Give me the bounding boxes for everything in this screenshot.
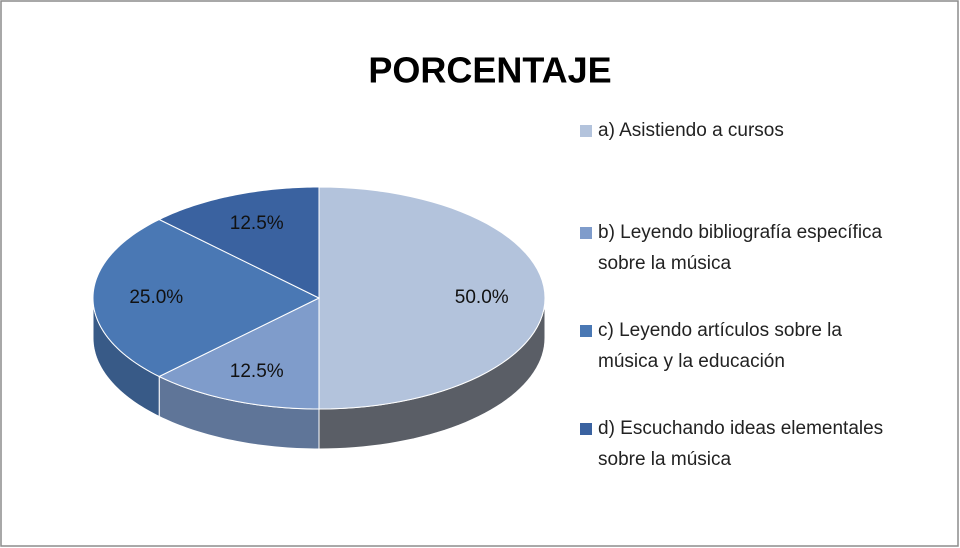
slice xyxy=(318,186,546,410)
data-label: 12.5% xyxy=(230,213,284,234)
legend-item: b) Leyendo bibliografía específica sobre… xyxy=(580,217,900,279)
legend-swatch xyxy=(580,325,592,337)
slice xyxy=(92,218,321,378)
legend-swatch xyxy=(580,125,592,137)
legend-item: d) Escuchando ideas elementales sobre la… xyxy=(580,413,900,475)
legend-item: c) Leyendo artículos sobre la música y l… xyxy=(580,315,900,377)
data-label: 50.0% xyxy=(455,287,509,308)
legend-item: a) Asistiendo a cursos xyxy=(580,115,900,146)
legend-swatch xyxy=(580,227,592,239)
data-label: 25.0% xyxy=(129,287,183,308)
legend-label: a) Asistiendo a cursos xyxy=(598,120,784,141)
legend-swatch xyxy=(580,423,592,435)
legend-label: d) Escuchando ideas elementales sobre la… xyxy=(598,418,884,470)
slice xyxy=(158,297,320,410)
legend-label: b) Leyendo bibliografía específica sobre… xyxy=(598,222,883,274)
slice xyxy=(158,186,320,299)
legend-label: c) Leyendo artículos sobre la música y l… xyxy=(598,320,842,372)
chart-title: PORCENTAJE xyxy=(368,50,611,91)
data-label: 12.5% xyxy=(230,361,284,382)
